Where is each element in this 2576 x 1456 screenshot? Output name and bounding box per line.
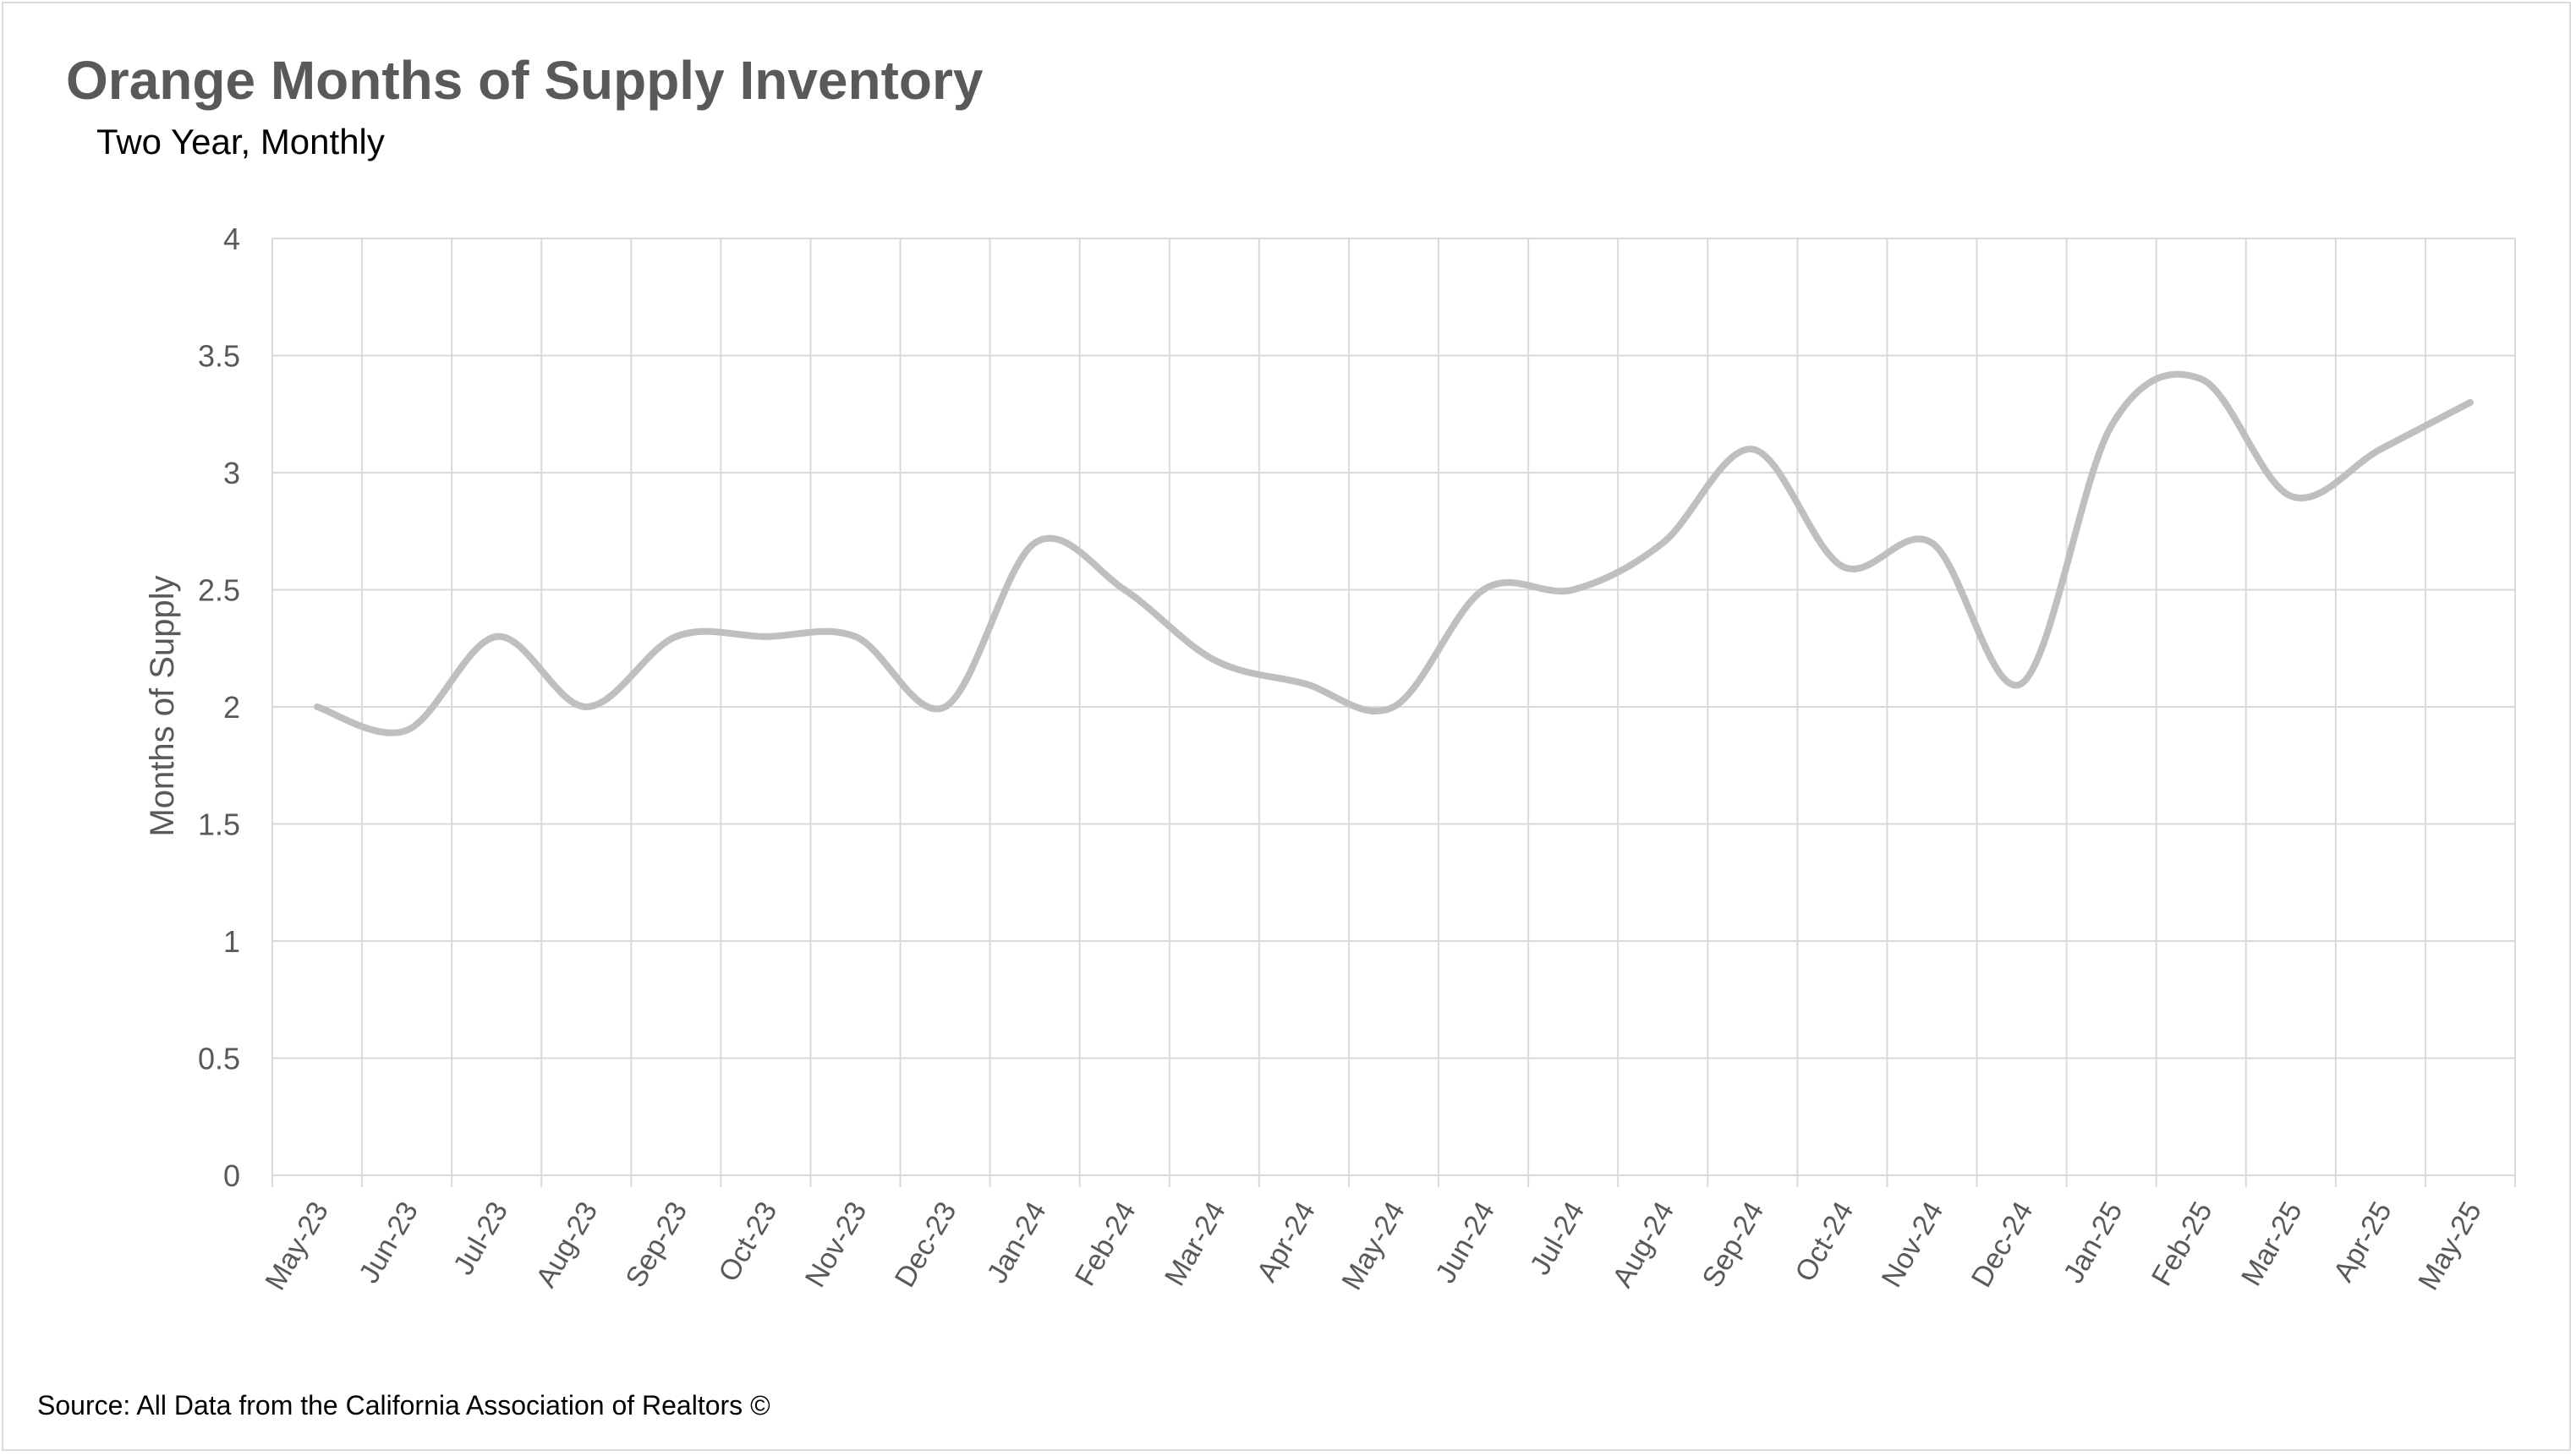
x-tick-label: May-25 <box>2412 1196 2488 1295</box>
data-point <box>672 633 679 640</box>
x-tick-label: Feb-25 <box>2146 1196 2219 1291</box>
y-tick-label: 3 <box>223 456 240 490</box>
x-tick-label: Dec-24 <box>1965 1196 2040 1293</box>
data-point <box>314 703 321 710</box>
y-tick-label: 2 <box>223 690 240 725</box>
x-tick-label: Oct-24 <box>1789 1196 1860 1287</box>
x-tick-label: Aug-23 <box>529 1196 604 1293</box>
x-tick-label: Jan-24 <box>981 1196 1053 1289</box>
series-line <box>314 370 2474 736</box>
y-tick-label: 3.5 <box>198 339 240 374</box>
data-point <box>1928 539 1935 546</box>
data-point <box>1480 587 1487 594</box>
data-point <box>1032 539 1039 546</box>
x-tick-label: Jun-23 <box>353 1196 425 1289</box>
source-note: Source: All Data from the California Ass… <box>37 1390 770 1420</box>
x-tick-label: Apr-25 <box>2327 1196 2398 1287</box>
data-point <box>942 703 949 710</box>
data-point <box>2108 423 2115 430</box>
data-point <box>2288 493 2294 500</box>
data-point <box>852 633 859 640</box>
x-tick-label: Jul-23 <box>447 1196 514 1280</box>
data-point <box>583 703 589 710</box>
x-tick-label: Dec-23 <box>889 1196 963 1293</box>
x-tick-label: Nov-24 <box>1876 1196 1950 1293</box>
x-tick-labels: May-23 Jun-23 Jul-23 Aug-23 Sep-23 Oct-23 Nov-… <box>259 1196 2488 1295</box>
x-tick-label: Mar-25 <box>2235 1196 2309 1291</box>
data-point <box>1211 657 1218 664</box>
y-tick-label: 4 <box>223 222 240 256</box>
x-tick-label: May-24 <box>1335 1196 1411 1295</box>
y-tick-label: 2.5 <box>198 573 240 608</box>
data-point <box>1839 563 1845 570</box>
x-tick-label: Jul-24 <box>1524 1196 1591 1280</box>
y-tick-label: 0 <box>223 1158 240 1193</box>
x-tick-label: Jun-24 <box>1429 1196 1501 1289</box>
data-point <box>2377 446 2384 452</box>
x-tick-label: Oct-23 <box>712 1196 783 1287</box>
series-layer <box>314 370 2474 736</box>
y-tick-label: 1 <box>223 924 240 959</box>
data-point <box>403 727 410 734</box>
grid-lines <box>271 238 2516 1187</box>
x-tick-label: Jan-25 <box>2058 1196 2129 1289</box>
x-tick-label: Aug-24 <box>1606 1196 1680 1293</box>
data-point <box>2467 399 2474 406</box>
x-tick-label: Mar-24 <box>1159 1196 1232 1291</box>
data-point <box>1121 587 1128 594</box>
data-point <box>2198 375 2205 382</box>
data-point <box>1570 587 1576 594</box>
y-axis-label: Months of Supply <box>144 575 181 836</box>
x-tick-label: Feb-24 <box>1069 1196 1143 1291</box>
y-tick-labels: 0 0.5 1 1.5 2 2.5 3 3.5 4 <box>198 222 240 1193</box>
x-tick-label: Nov-23 <box>799 1196 874 1293</box>
chart-subtitle: Two Year, Monthly <box>96 122 385 161</box>
data-point <box>1749 446 1756 452</box>
data-point <box>1659 539 1666 546</box>
y-tick-label: 0.5 <box>198 1042 240 1076</box>
y-tick-label: 1.5 <box>198 807 240 842</box>
x-tick-label: Sep-23 <box>620 1196 694 1293</box>
data-point <box>493 633 500 640</box>
data-point <box>1301 680 1307 687</box>
x-tick-label: Sep-24 <box>1696 1196 1771 1293</box>
data-point <box>762 633 769 640</box>
x-tick-label: Apr-24 <box>1251 1196 1322 1287</box>
data-point <box>1390 703 1397 710</box>
x-tick-label: May-23 <box>259 1196 335 1295</box>
data-point <box>2019 680 2025 687</box>
chart-title: Orange Months of Supply Inventory <box>66 50 984 111</box>
